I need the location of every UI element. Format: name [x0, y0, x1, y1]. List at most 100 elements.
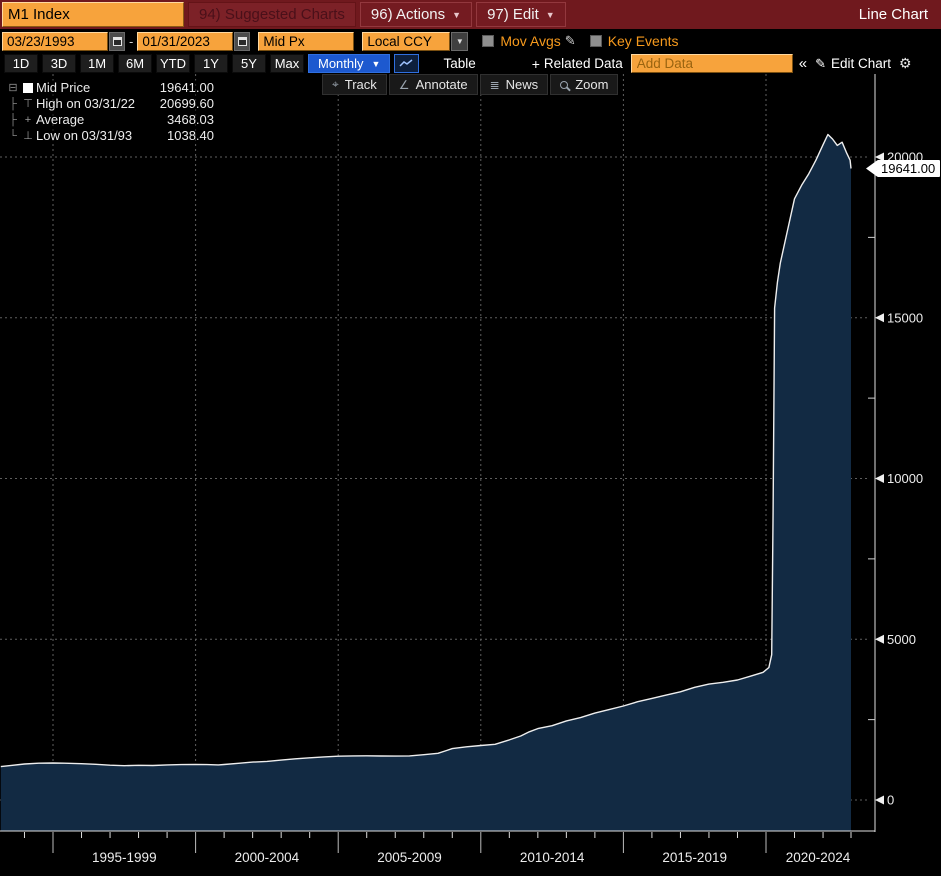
tree-branch-icon: ├ [9, 98, 17, 110]
svg-text:2010-2014: 2010-2014 [520, 850, 585, 865]
chevron-down-icon: ▼ [545, 9, 555, 20]
range-button-3d[interactable]: 3D [42, 54, 76, 73]
chevron-down-icon: ▼ [452, 9, 462, 20]
period-dropdown[interactable]: Monthly ▼ [308, 54, 391, 73]
calendar-icon[interactable] [234, 31, 251, 51]
legend-label: Low on 03/31/93 [36, 128, 133, 143]
legend-value: 1038.40 [167, 128, 214, 143]
table-button[interactable]: Table [443, 56, 476, 71]
track-button[interactable]: Track [322, 74, 387, 95]
period-label: Monthly [318, 56, 364, 71]
edit-menu-label: 97) Edit [487, 6, 539, 23]
svg-text:0: 0 [887, 793, 894, 808]
svg-text:2005-2009: 2005-2009 [377, 850, 442, 865]
range-button-1m[interactable]: 1M [80, 54, 114, 73]
key-events-checkbox[interactable] [589, 35, 602, 47]
svg-text:2020-2024: 2020-2024 [786, 850, 851, 865]
svg-text:1995-1999: 1995-1999 [92, 850, 157, 865]
actions-label: 96) Actions [370, 6, 446, 23]
plus-icon: + [531, 55, 540, 72]
currency-dropdown-button[interactable]: ▼ [451, 31, 469, 51]
range-button-6m[interactable]: 6M [118, 54, 152, 73]
edit-menu-button[interactable]: 97) Edit ▼ [476, 2, 566, 27]
controls-bar: - ▼ Mov Avgs ✎ Key Events [0, 29, 941, 53]
range-button-group: 1D 3D 1M 6M YTD 1Y 5Y Max [0, 54, 304, 73]
range-button-max[interactable]: Max [270, 54, 304, 73]
zoom-icon [560, 80, 569, 89]
x-axis-labels: 1995-1999 2000-2004 2005-2009 2010-2014 2015… [23, 832, 852, 865]
legend-value: 20699.60 [159, 96, 214, 111]
collapse-panel-button[interactable]: « [798, 55, 808, 72]
date-range-separator: - [129, 33, 134, 49]
low-marker-icon: ⊥ [23, 130, 33, 142]
tree-branch-icon: └ [9, 130, 17, 142]
date-to-input[interactable] [137, 31, 234, 51]
pencil-icon[interactable]: ✎ [564, 33, 576, 48]
series-area [0, 134, 852, 831]
news-button[interactable]: News [479, 74, 549, 95]
annotate-label: Annotate [415, 77, 468, 92]
actions-button[interactable]: 96) Actions ▼ [359, 2, 473, 27]
annotate-icon [399, 78, 410, 92]
last-price-tag: 19641.00 [866, 160, 940, 178]
ticker-input[interactable] [2, 2, 184, 27]
currency-input[interactable] [362, 31, 451, 51]
edit-chart-label: Edit Chart [830, 56, 892, 71]
legend-row-high-on-03-31-22[interactable]: ├ ⊤ High on 03/31/22 20699.60 [6, 96, 214, 112]
page-title: Line Chart [858, 6, 928, 23]
legend-label: Mid Price [36, 80, 91, 95]
chart-area: 0 5000 10000 15000 20000 19641.00 1995-1999 200… [0, 74, 941, 871]
related-data-label: Related Data [543, 56, 623, 71]
annotate-button[interactable]: Annotate [388, 74, 478, 95]
line-chart-icon[interactable] [394, 54, 420, 73]
legend-label: High on 03/31/22 [36, 96, 136, 111]
legend-row-average[interactable]: ├ + Average 3468.03 [6, 112, 214, 128]
svg-text:15000: 15000 [887, 310, 923, 325]
mov-avgs-checkbox[interactable] [482, 35, 495, 47]
axes [0, 74, 876, 832]
svg-text:10000: 10000 [887, 471, 923, 486]
edit-chart-button[interactable]: ✎ Edit Chart [815, 54, 891, 73]
gear-icon[interactable]: ⚙ [899, 55, 912, 71]
legend-value: 3468.03 [167, 112, 214, 127]
pencil-icon: ✎ [815, 55, 826, 71]
svg-text:19641.00: 19641.00 [881, 161, 935, 176]
news-label: News [505, 77, 539, 92]
avg-marker-icon: + [24, 114, 32, 126]
news-icon [490, 78, 500, 92]
legend-row-mid-price[interactable]: ⊟ Mid Price 19641.00 [6, 80, 214, 96]
suggested-charts-label: 94) Suggested Charts [199, 6, 345, 23]
tree-branch-icon: ├ [9, 114, 17, 126]
range-button-1d[interactable]: 1D [4, 54, 38, 73]
legend-row-low-on-03-31-93[interactable]: └ ⊥ Low on 03/31/93 1038.40 [6, 128, 214, 144]
suggested-charts-button[interactable]: 94) Suggested Charts [188, 2, 356, 27]
chart-toolbar: 1D 3D 1M 6M YTD 1Y 5Y Max Monthly ▼ Table + Rel… [0, 53, 941, 74]
legend-value: 19641.00 [159, 80, 214, 95]
chart-tools-bar: Track Annotate News Zoom [322, 74, 620, 95]
add-data-input[interactable] [630, 54, 793, 73]
mov-avgs-label: Mov Avgs [500, 33, 561, 49]
high-marker-icon: ⊤ [23, 98, 33, 110]
calendar-icon[interactable] [109, 31, 125, 51]
date-from-input[interactable] [2, 31, 108, 51]
svg-text:2015-2019: 2015-2019 [662, 850, 727, 865]
legend-label: Average [36, 112, 85, 127]
tree-collapse-icon[interactable]: ⊟ [8, 82, 18, 94]
svg-text:2000-2004: 2000-2004 [235, 850, 300, 865]
zoom-button[interactable]: Zoom [550, 74, 619, 95]
range-button-1y[interactable]: 1Y [194, 54, 228, 73]
title-bar: 94) Suggested Charts 96) Actions ▼ 97) E… [0, 0, 941, 29]
range-button-5y[interactable]: 5Y [232, 54, 266, 73]
range-button-ytd[interactable]: YTD [156, 54, 190, 73]
series-line [0, 133, 852, 768]
chart-legend: ⊟ Mid Price 19641.00 ├ ⊤ High on 03/31/22 2069… [6, 80, 214, 144]
price-field-input[interactable] [258, 31, 355, 51]
svg-text:5000: 5000 [887, 632, 916, 647]
key-events-label: Key Events [607, 33, 679, 49]
related-data-button[interactable]: + Related Data [532, 54, 623, 73]
track-label: Track [344, 77, 377, 92]
track-icon [332, 77, 339, 92]
zoom-label: Zoom [575, 77, 609, 92]
